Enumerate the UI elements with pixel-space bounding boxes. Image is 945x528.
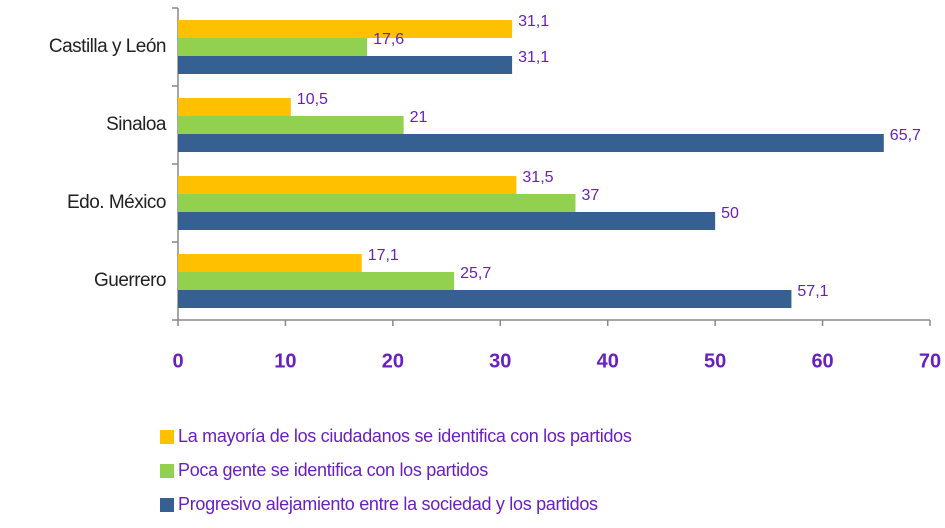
data-label: 10,5 xyxy=(297,91,328,108)
x-tick-label: 70 xyxy=(919,350,941,372)
bar xyxy=(178,176,517,194)
data-label: 31,1 xyxy=(518,49,549,66)
legend-swatch xyxy=(160,430,174,444)
x-tick-label: 30 xyxy=(489,350,511,372)
data-label: 37 xyxy=(581,187,599,204)
bar xyxy=(178,56,513,74)
data-label: 57,1 xyxy=(797,283,828,300)
x-tick-label: 50 xyxy=(704,350,726,372)
bar xyxy=(178,212,716,230)
x-tick-label: 10 xyxy=(274,350,296,372)
category-label: Castilla y León xyxy=(49,36,166,57)
bar xyxy=(178,20,513,38)
legend-label: Progresivo alejamiento entre la sociedad… xyxy=(178,494,598,514)
category-label: Edo. México xyxy=(67,192,166,213)
data-label: 17,6 xyxy=(373,31,404,48)
x-tick-label: 60 xyxy=(811,350,833,372)
x-tick-label: 0 xyxy=(172,350,183,372)
bar xyxy=(178,38,368,56)
data-label: 21 xyxy=(410,109,428,126)
bar xyxy=(178,272,455,290)
legend-label: La mayoría de los ciudadanos se identifi… xyxy=(178,426,632,446)
bar xyxy=(178,134,884,152)
legend-swatch xyxy=(160,498,174,512)
bar xyxy=(178,290,792,308)
data-label: 50 xyxy=(721,205,739,222)
data-label: 65,7 xyxy=(890,127,921,144)
legend-label: Poca gente se identifica con los partido… xyxy=(178,460,488,480)
data-label: 25,7 xyxy=(460,265,491,282)
category-label: Guerrero xyxy=(94,270,166,291)
data-label: 31,1 xyxy=(518,13,549,30)
x-tick-label: 40 xyxy=(597,350,619,372)
bar xyxy=(178,194,576,212)
bar xyxy=(178,116,404,134)
bar xyxy=(178,254,362,272)
bar xyxy=(178,98,291,116)
category-label: Sinaloa xyxy=(106,114,167,135)
legend-swatch xyxy=(160,464,174,478)
data-label: 31,5 xyxy=(522,169,553,186)
x-tick-label: 20 xyxy=(382,350,404,372)
data-label: 17,1 xyxy=(368,247,399,264)
